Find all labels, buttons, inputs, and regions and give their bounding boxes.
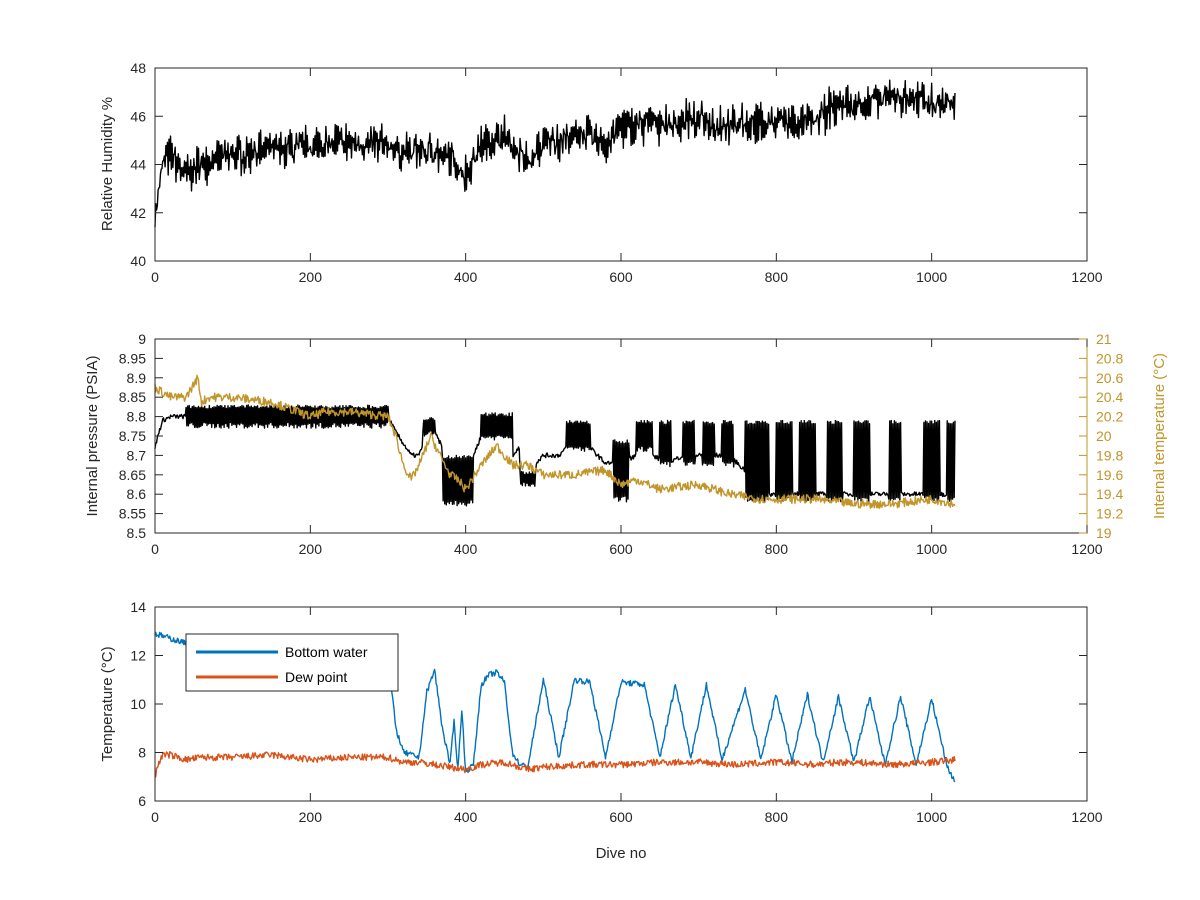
x-tick-label: 200: [299, 269, 323, 285]
y-tick-label: 40: [130, 253, 146, 269]
y-tick-label-right: 19.8: [1096, 447, 1123, 463]
y-tick-label: 8.5: [127, 525, 147, 541]
x-tick-label: 400: [454, 809, 478, 825]
y-tick-label: 8.65: [119, 467, 146, 483]
axis-ticks: 0 200 400 600 800 1000 1200 6 8 10 12 14: [130, 599, 1102, 825]
y-tick-label-right: 20: [1096, 428, 1112, 444]
x-tick-label: 0: [151, 269, 159, 285]
y-tick-label-right: 20.8: [1096, 350, 1123, 366]
y-tick-label-right: 21: [1096, 331, 1112, 347]
legend: Bottom water Dew point: [185, 633, 399, 692]
y-tick-label-right: 20.2: [1096, 409, 1123, 425]
y-tick-label: 10: [130, 696, 146, 712]
x-tick-label: 200: [299, 541, 323, 557]
y-tick-label: 46: [130, 108, 146, 124]
y-axis-label-right: Internal temperature (°C): [1151, 353, 1168, 519]
x-tick-label: 1200: [1071, 809, 1102, 825]
series-line-2-1: [154, 750, 956, 778]
y-tick-label: 8.55: [119, 506, 146, 522]
y-tick-label-right: 20.6: [1096, 370, 1123, 386]
y-tick-label-right: 20.4: [1096, 389, 1123, 405]
x-tick-label: 800: [765, 541, 789, 557]
y-tick-label: 12: [130, 648, 146, 664]
x-tick-label: 600: [609, 269, 633, 285]
x-tick-label: 1000: [916, 269, 947, 285]
x-tick-label: 1000: [916, 809, 947, 825]
series-line-0-0: [154, 79, 956, 228]
y-tick-label: 42: [130, 205, 146, 221]
panel-internal-pressure-temperature: 0 200 400 600 800 1000 1200 8.5 8.55 8.6 8.65 8.7 8.…: [84, 331, 1168, 557]
y-tick-label-right: 19.4: [1096, 486, 1123, 502]
y-axis-label: Temperature (°C): [99, 646, 116, 761]
x-tick-label: 200: [299, 809, 323, 825]
y-tick-label: 8.9: [127, 370, 147, 386]
y-axis-label: Relative Humidity %: [99, 97, 116, 231]
y-tick-label-right: 19: [1096, 525, 1112, 541]
x-tick-label: 0: [151, 541, 159, 557]
axis-ticks: 0 200 400 600 800 1000 1200 40 42 44 46 48: [130, 60, 1102, 285]
pressure-temperature-trace-group: [154, 374, 956, 509]
y-tick-label: 8: [138, 745, 146, 761]
panel-relative-humidity: 0 200 400 600 800 1000 1200 40 42 44 46 48 Relative…: [99, 60, 1103, 285]
x-tick-label: 400: [454, 269, 478, 285]
x-tick-label: 1200: [1071, 541, 1102, 557]
y-tick-label: 8.85: [119, 389, 146, 405]
y-tick-label: 8.7: [127, 447, 147, 463]
series-line-1-1: [154, 374, 956, 509]
y-tick-label: 6: [138, 793, 146, 809]
x-tick-label: 0: [151, 809, 159, 825]
x-tick-label: 800: [765, 809, 789, 825]
y-tick-label: 44: [130, 157, 146, 173]
humidity-trace-group: [154, 79, 956, 228]
y-tick-label-right: 19.2: [1096, 506, 1123, 522]
panel-temperature: 0 200 400 600 800 1000 1200 6 8 10 12 14 Temperatur…: [99, 599, 1103, 862]
x-tick-label: 600: [609, 541, 633, 557]
y-tick-label: 8.8: [127, 409, 147, 425]
legend-box: [185, 633, 399, 692]
y-axis-label-left: Internal pressure (PSIA): [84, 356, 101, 517]
x-axis-label: Dive no: [596, 845, 647, 862]
y-tick-label: 8.75: [119, 428, 146, 444]
y-tick-label: 8.95: [119, 350, 146, 366]
legend-label-bottom-water: Bottom water: [285, 644, 368, 660]
x-tick-label: 800: [765, 269, 789, 285]
axis-ticks: 0 200 400 600 800 1000 1200 8.5 8.55 8.6 8.65 8.7 8.…: [119, 331, 1124, 557]
x-tick-label: 1200: [1071, 269, 1102, 285]
x-tick-label: 1000: [916, 541, 947, 557]
y-tick-label: 14: [130, 599, 146, 615]
series-line-1-0: [154, 404, 956, 507]
legend-label-dew-point: Dew point: [285, 669, 347, 685]
y-tick-label-right: 19.6: [1096, 467, 1123, 483]
y-tick-label: 48: [130, 60, 146, 76]
x-tick-label: 600: [609, 809, 633, 825]
y-tick-label: 9: [138, 331, 146, 347]
x-tick-label: 400: [454, 541, 478, 557]
y-tick-label: 8.6: [127, 486, 147, 502]
